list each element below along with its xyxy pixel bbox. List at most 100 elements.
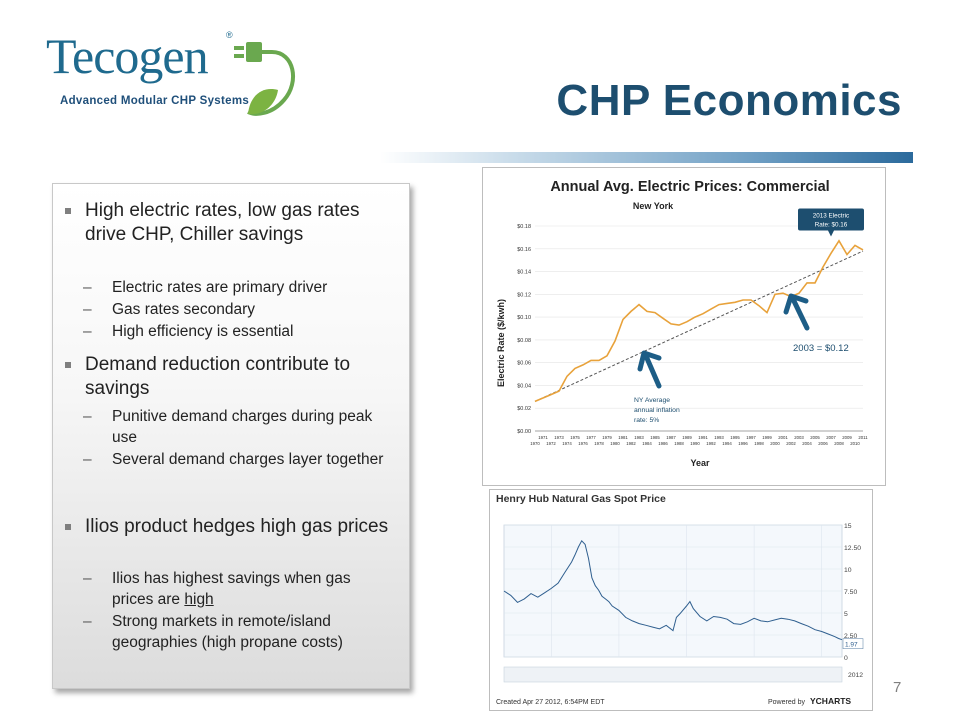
annotation-inflation: rate: 5% xyxy=(634,417,659,424)
square-bullet-icon xyxy=(65,524,71,530)
x-tick-label: 1997 xyxy=(746,435,756,440)
sub-bullet-text: Ilios has highest savings when gas price… xyxy=(112,568,389,610)
dash-bullet-icon: – xyxy=(83,279,92,296)
x-tick-label: 1998 xyxy=(754,441,764,446)
y-tick-label: $0.04 xyxy=(517,383,531,389)
x-tick-label: 2008 xyxy=(834,441,844,446)
y-tick-label: 12.50 xyxy=(844,545,861,552)
tecogen-logo: Tecogen ® Advanced Modular CHP Systems xyxy=(46,28,302,132)
annotation-2003: 2003 = $0.12 xyxy=(793,343,849,354)
x-tick-label: 1982 xyxy=(626,441,636,446)
dash-bullet-icon: – xyxy=(83,613,92,630)
logo-registered-mark: ® xyxy=(226,30,233,40)
callout-pointer xyxy=(828,230,834,237)
x-tick-label: 1992 xyxy=(706,441,716,446)
x-tick-label: 1973 xyxy=(554,435,564,440)
dash-bullet-icon: – xyxy=(83,323,92,340)
x-tick-label: 1990 xyxy=(690,441,700,446)
y-tick-label: 5 xyxy=(844,611,848,618)
x-tick-label: 1999 xyxy=(762,435,772,440)
title-underline-bar xyxy=(380,152,913,163)
x-tick-label: 2012 xyxy=(848,672,863,679)
x-axis-band xyxy=(503,666,843,683)
x-tick-label: 1993 xyxy=(714,435,724,440)
bullet-text: High electric rates, low gas rates drive… xyxy=(85,200,360,245)
y-tick-label: $0.02 xyxy=(517,406,531,412)
x-tick-label: 1984 xyxy=(642,441,652,446)
x-tick-label: 2006 xyxy=(818,441,828,446)
x-tick-label: 2010 xyxy=(850,441,860,446)
x-tick-label: 1976 xyxy=(578,441,588,446)
y-tick-label: $0.12 xyxy=(517,292,531,298)
sub-bullet-text: Gas rates secondary xyxy=(112,301,256,318)
x-tick-label: 1989 xyxy=(682,435,692,440)
powered-by-label: Powered by xyxy=(768,699,805,706)
sub-bullet-item: – High efficiency is essential xyxy=(83,321,389,342)
callout-box xyxy=(798,208,864,231)
y-tick-label: $0.18 xyxy=(517,224,531,230)
plug-leaf-icon xyxy=(234,42,295,116)
x-tick-label: 2011 xyxy=(858,435,868,440)
x-tick-label: 2005 xyxy=(810,435,820,440)
x-tick-label: 1987 xyxy=(666,435,676,440)
y-tick-label: 15 xyxy=(844,523,852,530)
y-tick-label: 2.50 xyxy=(844,633,857,640)
bullet-item: High electric rates, low gas rates drive… xyxy=(65,199,391,247)
arrow-icon xyxy=(637,350,662,389)
callout-text: 2013 Electric xyxy=(813,213,849,220)
x-tick-label: 1975 xyxy=(570,435,580,440)
x-tick-label: 1983 xyxy=(634,435,644,440)
x-tick-label: 1996 xyxy=(738,441,748,446)
electric-price-chart: Annual Avg. Electric Prices: Commercial … xyxy=(482,167,886,486)
x-tick-label: 1978 xyxy=(594,441,604,446)
x-tick-label: 1977 xyxy=(586,435,596,440)
x-tick-label: 1972 xyxy=(546,441,556,446)
x-tick-label: 2002 xyxy=(786,441,796,446)
annotation-inflation: annual inflation xyxy=(634,407,680,414)
x-tick-label: 2001 xyxy=(778,435,788,440)
natural-gas-price-chart-svg: Henry Hub Natural Gas Spot Price 0 2.50 5 7… xyxy=(496,493,864,706)
x-tick-label: 2004 xyxy=(802,441,812,446)
callout-text: Rate: $0.16 xyxy=(815,222,848,229)
y-tick-label: 0 xyxy=(844,655,848,662)
chart-title: Henry Hub Natural Gas Spot Price xyxy=(496,493,666,505)
inflation-trend-line xyxy=(534,250,864,402)
logo-tagline: Advanced Modular CHP Systems xyxy=(60,95,250,107)
arrow-icon xyxy=(783,293,810,331)
natural-gas-price-chart: Henry Hub Natural Gas Spot Price 0 2.50 5 7… xyxy=(489,489,873,711)
x-tick-label: 2009 xyxy=(842,435,852,440)
bullet-item: Demand reduction contribute to savings xyxy=(65,353,391,401)
last-value-box xyxy=(842,638,864,649)
sub-bullet-item: – Punitive demand charges during peak us… xyxy=(83,406,389,448)
square-bullet-icon xyxy=(65,362,71,368)
x-tick-label: 1988 xyxy=(674,441,684,446)
square-bullet-icon xyxy=(65,208,71,214)
last-value-label: 1.97 xyxy=(845,642,858,649)
y-tick-label: $0.00 xyxy=(517,429,531,435)
slide-title: CHP Economics xyxy=(556,76,902,125)
y-tick-label: $0.16 xyxy=(517,247,531,253)
sub-bullet-text: Punitive demand charges during peak use xyxy=(112,408,373,446)
x-tick-label: 1986 xyxy=(658,441,668,446)
dash-bullet-icon: – xyxy=(83,408,92,425)
bullet-text: Demand reduction contribute to savings xyxy=(85,354,351,399)
x-tick-label: 2007 xyxy=(826,435,836,440)
dash-bullet-icon: – xyxy=(83,451,92,468)
sub-bullet-text: Electric rates are primary driver xyxy=(112,279,328,296)
y-tick-label: $0.14 xyxy=(517,270,531,276)
x-tick-label: 1994 xyxy=(722,441,732,446)
y-tick-label: $0.08 xyxy=(517,338,531,344)
x-tick-label: 1981 xyxy=(618,435,628,440)
sub-bullet-text: Several demand charges layer together xyxy=(112,451,384,468)
gas-price-line xyxy=(503,539,843,641)
logo-wordmark: Tecogen xyxy=(46,28,209,84)
bullet-text-box: High electric rates, low gas rates drive… xyxy=(52,183,410,689)
y-tick-label: 7.50 xyxy=(844,589,857,596)
sub-bullet-item: – Gas rates secondary xyxy=(83,299,389,320)
underlined-word: high xyxy=(184,591,214,608)
y-axis-label: Electric Rate ($/kwh) xyxy=(496,299,506,387)
sub-bullet-item: – Strong markets in remote/island geogra… xyxy=(83,611,389,653)
sub-bullet-item: – Several demand charges layer together xyxy=(83,449,389,470)
chart-created-note: Created Apr 27 2012, 6:54PM EDT xyxy=(496,699,605,706)
bullet-text: Ilios product hedges high gas prices xyxy=(85,516,389,537)
